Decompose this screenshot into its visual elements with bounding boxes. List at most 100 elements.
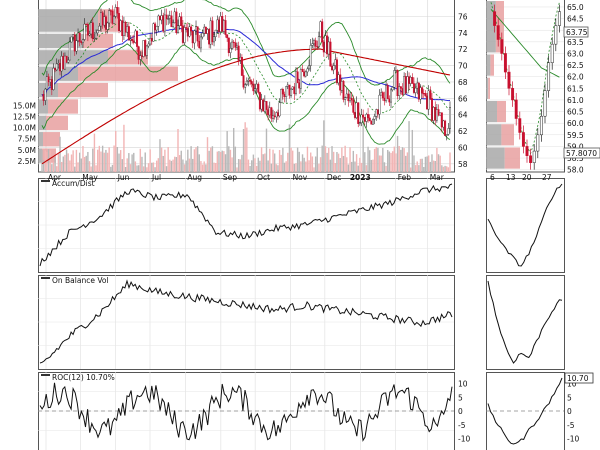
volume-bar xyxy=(269,148,271,172)
candle-body xyxy=(59,63,62,72)
candle-body xyxy=(172,22,175,27)
candle-body xyxy=(113,16,116,24)
roc-tick-label: 10 xyxy=(458,380,468,389)
candle-body xyxy=(444,120,447,136)
candle-body xyxy=(375,109,378,117)
candle-body xyxy=(175,11,178,34)
volume-bar xyxy=(141,156,143,172)
volume-bar xyxy=(174,156,176,172)
candle-body xyxy=(449,107,452,129)
candle-body xyxy=(265,101,268,110)
candle-body xyxy=(268,107,271,116)
candle-body xyxy=(272,115,275,119)
volume-bar xyxy=(344,145,346,172)
candle-body xyxy=(401,88,404,95)
candle-body xyxy=(154,23,157,31)
candle-body xyxy=(334,59,337,66)
volume-bar xyxy=(257,157,259,172)
volume-bar xyxy=(314,156,317,172)
candle-body xyxy=(373,116,376,120)
zoom-candle-body xyxy=(525,146,529,156)
zoom-volume-by-price-down-bar xyxy=(486,100,497,123)
candle-body xyxy=(136,30,139,47)
bollinger-upper-line xyxy=(41,0,451,86)
candle-body xyxy=(419,87,422,100)
candle-body xyxy=(411,77,414,84)
candle-body xyxy=(409,77,412,84)
candle-body xyxy=(226,34,229,39)
volume-bar xyxy=(354,161,356,172)
volume-bar xyxy=(134,161,137,172)
volume-bar xyxy=(251,160,253,172)
volume-bar xyxy=(444,165,446,172)
zoom-last-price-label: 63.75 xyxy=(566,28,588,37)
volume-bar xyxy=(372,159,374,172)
volume-bar xyxy=(64,154,66,172)
volume-bar xyxy=(377,147,379,172)
volume-bar xyxy=(157,158,160,172)
volume-bar xyxy=(255,165,258,172)
volume-bar xyxy=(319,157,322,172)
volume-bar xyxy=(275,164,278,172)
candle-body xyxy=(422,93,425,95)
volume-bar xyxy=(213,162,215,172)
zoom-volume-by-price-down-bar xyxy=(486,124,502,146)
volume-bar xyxy=(65,149,68,172)
candle-body xyxy=(245,80,248,85)
zoom-price-tick-label: 61.0 xyxy=(567,96,584,105)
candle-body xyxy=(416,82,419,89)
zoom-volume-by-price-down-bar xyxy=(486,1,496,53)
candle-body xyxy=(208,29,211,45)
candle-body xyxy=(355,102,358,118)
candle-body xyxy=(303,71,306,77)
volume-tick-label: 10.0M xyxy=(13,124,36,133)
volume-bar xyxy=(103,152,105,172)
volume-bar xyxy=(97,149,99,172)
candle-body xyxy=(429,90,432,99)
roc-tick-label: 0 xyxy=(458,407,463,416)
volume-bar xyxy=(328,147,330,172)
candle-body xyxy=(283,93,286,97)
volume-bar xyxy=(387,149,389,172)
candle-body xyxy=(311,43,314,46)
candle-body xyxy=(119,20,122,32)
volume-bar xyxy=(139,148,142,172)
volume-bar xyxy=(75,149,78,172)
volume-bar xyxy=(282,147,284,172)
candle-body xyxy=(398,86,401,97)
volume-by-price-down-bar xyxy=(38,82,58,98)
candle-body xyxy=(134,30,137,43)
volume-bar xyxy=(233,127,235,172)
volume-bar xyxy=(203,161,205,172)
candle-body xyxy=(91,22,94,39)
candle-body xyxy=(403,76,406,95)
volume-bar xyxy=(437,154,440,172)
volume-bar xyxy=(373,148,376,172)
volume-bar xyxy=(70,154,73,172)
volume-bar xyxy=(300,161,302,172)
candle-body xyxy=(301,69,304,72)
volume-bar xyxy=(287,152,289,172)
volume-bar xyxy=(432,160,435,172)
candle-body xyxy=(204,26,207,34)
candle-body xyxy=(118,13,121,32)
zoom-candle-body xyxy=(503,53,507,73)
volume-bar xyxy=(62,156,65,172)
volume-bar xyxy=(196,146,199,172)
candle-body xyxy=(235,45,238,48)
volume-bar xyxy=(201,164,204,172)
volume-bar xyxy=(382,147,384,172)
candle-body xyxy=(358,122,361,124)
zoom-sma-dotted-line xyxy=(490,2,560,155)
volume-bar xyxy=(349,147,351,172)
candle-body xyxy=(60,55,63,72)
candle-body xyxy=(304,71,307,77)
volume-bar xyxy=(334,163,337,172)
zoom-volume-by-price-down-bar xyxy=(486,77,489,99)
volume-bar xyxy=(360,162,363,172)
volume-bar xyxy=(224,154,227,172)
volume-bar xyxy=(46,151,48,172)
volume-bar xyxy=(129,164,132,172)
candle-body xyxy=(139,55,142,60)
candle-body xyxy=(309,45,312,66)
